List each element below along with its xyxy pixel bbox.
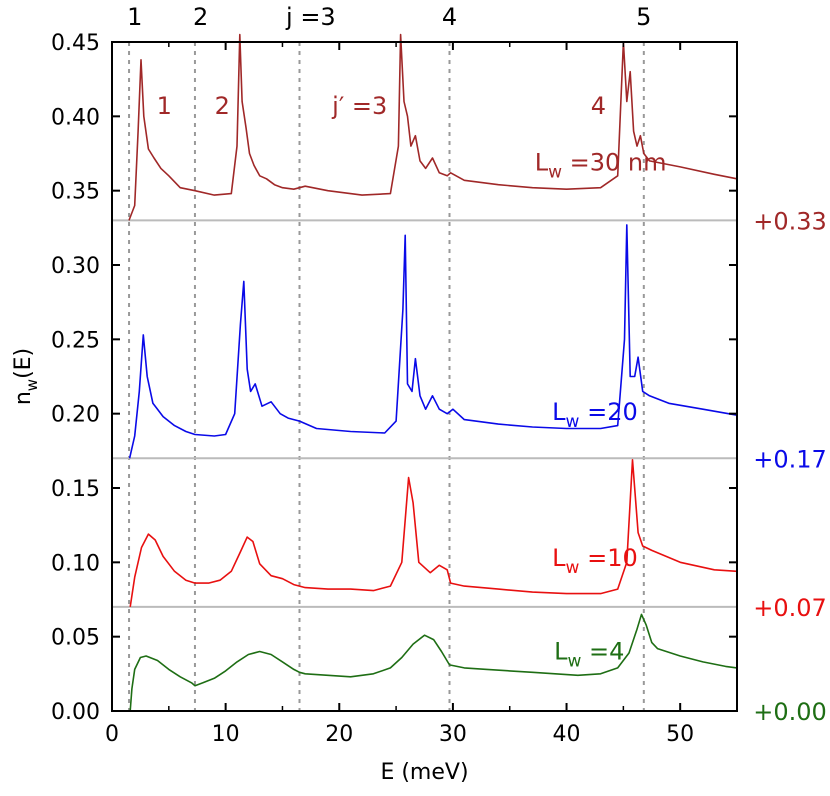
top-label-1: 1 [127, 3, 142, 31]
y-tick-label-5: 0.25 [51, 328, 100, 353]
series-label-3: Lw =20 [552, 398, 638, 432]
axis-ticks [111, 41, 737, 712]
x-tick-label-0: 0 [105, 722, 119, 747]
peak-annotation-2: 2 [215, 92, 230, 120]
y-tick-label-8: 0.40 [51, 105, 100, 130]
y-tick-label-1: 0.05 [51, 626, 100, 651]
y-axis-title: nw(E) [11, 348, 41, 405]
plot-frame [111, 41, 738, 712]
x-tick-label-2: 20 [325, 722, 353, 747]
curves [128, 33, 738, 712]
y-tick-label-2: 0.10 [51, 551, 100, 576]
x-tick-label-5: 50 [666, 722, 694, 747]
offset-label-4: +0.33 [753, 207, 827, 235]
peak-annotation-1: 1 [157, 92, 172, 120]
top-label-5: 5 [636, 3, 651, 31]
peak-annotation-3: j′ =3 [331, 92, 387, 120]
offset-baselines [112, 219, 737, 608]
y-tick-label-9: 0.45 [51, 31, 100, 56]
series-line-3 [128, 224, 738, 459]
top-label-4: 4 [442, 3, 457, 31]
series-line-4 [128, 33, 738, 221]
offset-label-3: +0.17 [753, 445, 827, 473]
x-tick-label-4: 40 [553, 722, 581, 747]
text-labels: 0.00 0.05 0.10 0.15 0.20 0.25 0.30 0.35 0.40 0.45… [11, 3, 827, 785]
peak-annotation-4: 4 [591, 92, 606, 120]
series-label-1: Lw =4 [554, 638, 624, 672]
series-line-2 [129, 458, 738, 608]
offset-label-1: +0.00 [753, 698, 827, 726]
y-tick-label-6: 0.30 [51, 254, 100, 279]
y-tick-label-4: 0.20 [51, 403, 100, 428]
x-tick-label-1: 10 [212, 722, 240, 747]
x-tick-label-3: 30 [439, 722, 467, 747]
top-label-3: j =3 [285, 3, 336, 31]
series-label-2: Lw =10 [552, 544, 638, 578]
series-line-1 [129, 613, 738, 712]
y-tick-label-0: 0.00 [51, 700, 100, 725]
top-label-2: 2 [193, 3, 208, 31]
x-axis-title: E (meV) [380, 760, 468, 785]
series-label-4: Lw =30 nm [535, 148, 667, 182]
vertical-guide-lines [128, 42, 645, 711]
y-tick-label-7: 0.35 [51, 180, 100, 205]
offset-label-2: +0.07 [753, 594, 827, 622]
y-tick-label-3: 0.15 [51, 477, 100, 502]
